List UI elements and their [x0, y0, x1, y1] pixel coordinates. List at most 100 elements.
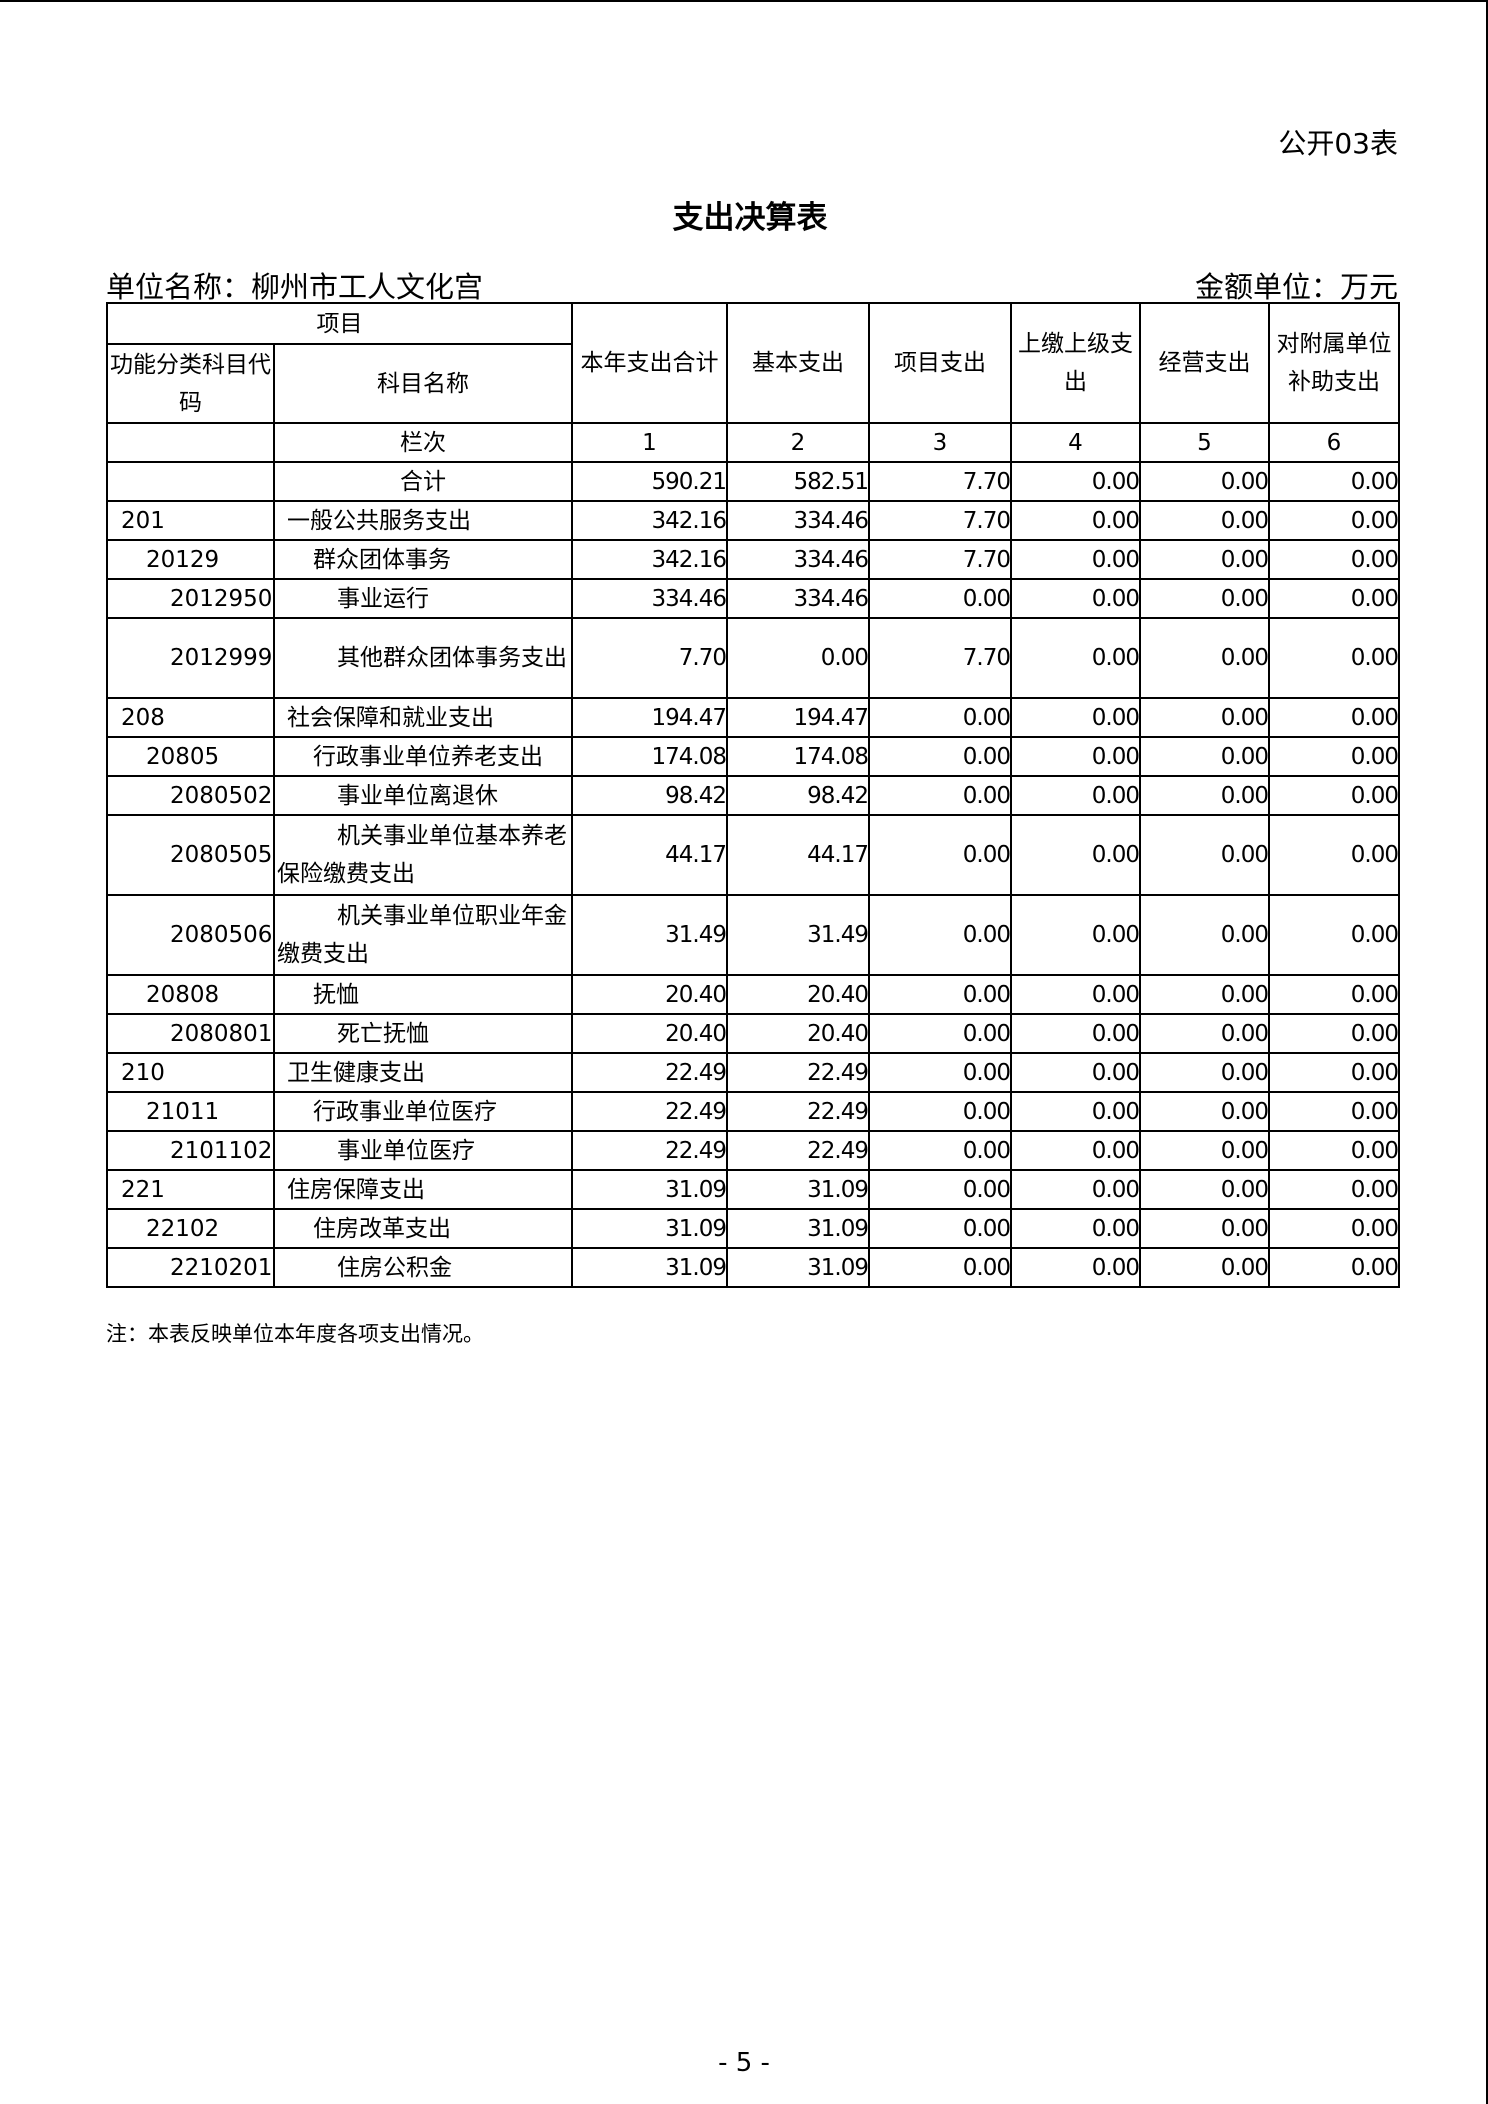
table-row: 合计 590.21 582.51 7.70 0.00 0.00 0.00 — [106, 461, 1400, 502]
row-name: 行政事业单位医疗 — [273, 1091, 573, 1132]
row-code — [106, 461, 275, 502]
row-value-col-3: 0.00 — [868, 1091, 1012, 1132]
row-value-col-3: 0.00 — [868, 775, 1012, 816]
row-value-col-1: 20.40 — [571, 974, 728, 1015]
row-value-col-5: 0.00 — [1139, 814, 1270, 896]
row-code: 2210201 — [106, 1247, 275, 1288]
row-value-col-5: 0.00 — [1139, 1208, 1270, 1249]
table-row: 2080505 机关事业单位基本养老保险缴费支出 44.17 44.17 0.00 0.0… — [106, 814, 1400, 896]
row-code: 2080801 — [106, 1013, 275, 1054]
table-row: 201 一般公共服务支出 342.16 334.46 7.70 0.00 0.00 0.00 — [106, 500, 1400, 541]
row-value-col-1: 98.42 — [571, 775, 728, 816]
row-value-col-4: 0.00 — [1010, 461, 1141, 502]
header-col-5: 经营支出 — [1139, 302, 1270, 424]
row-value-col-1: 20.40 — [571, 1013, 728, 1054]
index-label: 栏次 — [273, 422, 573, 463]
row-code: 21011 — [106, 1091, 275, 1132]
table-row: 208 社会保障和就业支出 194.47 194.47 0.00 0.00 0.00 0.00 — [106, 697, 1400, 738]
row-value-col-2: 22.49 — [726, 1052, 870, 1093]
row-value-col-6: 0.00 — [1268, 736, 1400, 777]
row-value-col-2: 44.17 — [726, 814, 870, 896]
row-value-col-1: 194.47 — [571, 697, 728, 738]
footnote: 注：本表反映单位本年度各项支出情况。 — [106, 1322, 484, 1346]
row-name: 一般公共服务支出 — [273, 500, 573, 541]
row-value-col-4: 0.00 — [1010, 1169, 1141, 1210]
row-value-col-1: 31.49 — [571, 894, 728, 976]
table-tag: 公开03表 — [1278, 127, 1398, 160]
row-value-col-2: 22.49 — [726, 1130, 870, 1171]
row-value-col-6: 0.00 — [1268, 775, 1400, 816]
row-value-col-4: 0.00 — [1010, 1013, 1141, 1054]
row-value-col-3: 0.00 — [868, 1013, 1012, 1054]
table-row: 2012950 事业运行 334.46 334.46 0.00 0.00 0.00 0.00 — [106, 578, 1400, 619]
row-value-col-5: 0.00 — [1139, 578, 1270, 619]
row-value-col-2: 20.40 — [726, 1013, 870, 1054]
row-value-col-1: 7.70 — [571, 617, 728, 699]
row-value-col-5: 0.00 — [1139, 1247, 1270, 1288]
row-code: 22102 — [106, 1208, 275, 1249]
row-value-col-2: 174.08 — [726, 736, 870, 777]
table-row: 2080502 事业单位离退休 98.42 98.42 0.00 0.00 0.00 0.00 — [106, 775, 1400, 816]
unit-name: 单位名称：柳州市工人文化宫 — [106, 270, 484, 304]
row-code: 2012950 — [106, 578, 275, 619]
row-code: 20805 — [106, 736, 275, 777]
row-value-col-3: 7.70 — [868, 539, 1012, 580]
expenditure-table: 项目 本年支出合计 基本支出 项目支出 上缴上级支出 经营支出 对附属单位补助支… — [106, 302, 1400, 1288]
row-value-col-6: 0.00 — [1268, 578, 1400, 619]
row-code: 2080505 — [106, 814, 275, 896]
row-code: 201 — [106, 500, 275, 541]
row-value-col-1: 174.08 — [571, 736, 728, 777]
row-value-col-4: 0.00 — [1010, 539, 1141, 580]
row-value-col-5: 0.00 — [1139, 775, 1270, 816]
row-value-col-3: 0.00 — [868, 1169, 1012, 1210]
row-value-col-5: 0.00 — [1139, 1169, 1270, 1210]
row-name: 事业单位离退休 — [273, 775, 573, 816]
row-value-col-6: 0.00 — [1268, 1052, 1400, 1093]
row-name: 卫生健康支出 — [273, 1052, 573, 1093]
row-value-col-4: 0.00 — [1010, 775, 1141, 816]
row-value-col-6: 0.00 — [1268, 461, 1400, 502]
row-value-col-6: 0.00 — [1268, 1091, 1400, 1132]
row-value-col-1: 342.16 — [571, 500, 728, 541]
row-value-col-6: 0.00 — [1268, 1130, 1400, 1171]
index-num: 1 — [571, 422, 728, 463]
row-value-col-1: 44.17 — [571, 814, 728, 896]
row-value-col-4: 0.00 — [1010, 578, 1141, 619]
row-value-col-2: 31.49 — [726, 894, 870, 976]
row-value-col-3: 7.70 — [868, 500, 1012, 541]
row-name: 社会保障和就业支出 — [273, 697, 573, 738]
table-row: 22102 住房改革支出 31.09 31.09 0.00 0.00 0.00 0.00 — [106, 1208, 1400, 1249]
row-value-col-6: 0.00 — [1268, 500, 1400, 541]
row-value-col-2: 582.51 — [726, 461, 870, 502]
table-row: 20808 抚恤 20.40 20.40 0.00 0.00 0.00 0.00 — [106, 974, 1400, 1015]
row-value-col-6: 0.00 — [1268, 1247, 1400, 1288]
row-value-col-2: 334.46 — [726, 500, 870, 541]
row-value-col-6: 0.00 — [1268, 617, 1400, 699]
row-value-col-2: 31.09 — [726, 1247, 870, 1288]
row-value-col-6: 0.00 — [1268, 814, 1400, 896]
row-value-col-3: 0.00 — [868, 1130, 1012, 1171]
header-col-6: 对附属单位补助支出 — [1268, 302, 1400, 424]
header-item: 项目 — [106, 302, 573, 345]
row-value-col-5: 0.00 — [1139, 894, 1270, 976]
row-value-col-5: 0.00 — [1139, 736, 1270, 777]
row-value-col-3: 0.00 — [868, 974, 1012, 1015]
table-row: 210 卫生健康支出 22.49 22.49 0.00 0.00 0.00 0.00 — [106, 1052, 1400, 1093]
row-value-col-3: 0.00 — [868, 578, 1012, 619]
row-code: 2080506 — [106, 894, 275, 976]
row-value-col-3: 0.00 — [868, 1052, 1012, 1093]
row-value-col-4: 0.00 — [1010, 697, 1141, 738]
row-value-col-1: 590.21 — [571, 461, 728, 502]
table-row: 2210201 住房公积金 31.09 31.09 0.00 0.00 0.00 0.00 — [106, 1247, 1400, 1288]
row-value-col-2: 20.40 — [726, 974, 870, 1015]
row-name: 住房保障支出 — [273, 1169, 573, 1210]
row-code: 2101102 — [106, 1130, 275, 1171]
row-value-col-4: 0.00 — [1010, 617, 1141, 699]
row-value-col-1: 22.49 — [571, 1091, 728, 1132]
row-value-col-4: 0.00 — [1010, 500, 1141, 541]
table-row: 21011 行政事业单位医疗 22.49 22.49 0.00 0.00 0.00 0.00 — [106, 1091, 1400, 1132]
row-name: 行政事业单位养老支出 — [273, 736, 573, 777]
row-value-col-6: 0.00 — [1268, 697, 1400, 738]
row-value-col-5: 0.00 — [1139, 1052, 1270, 1093]
